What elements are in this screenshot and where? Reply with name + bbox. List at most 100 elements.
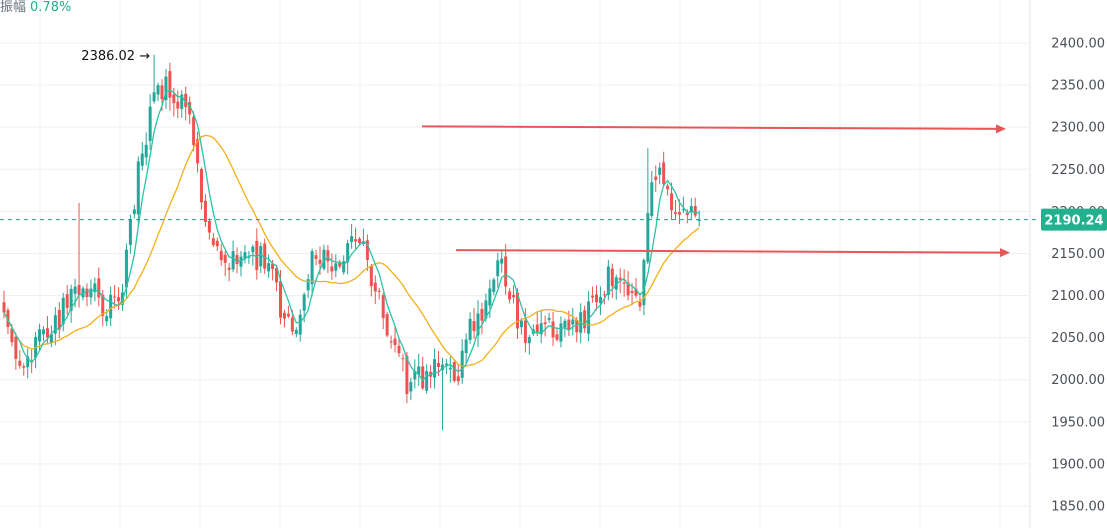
candle-body — [235, 254, 239, 265]
candle-body — [140, 153, 144, 166]
candle-body — [251, 246, 255, 253]
candle-body — [480, 308, 484, 321]
candle-body — [591, 295, 595, 298]
candle-body — [148, 106, 152, 141]
y-tick-label: 2100.00 — [1051, 289, 1105, 304]
y-tick-label: 1950.00 — [1051, 415, 1105, 430]
y-tick-label: 2350.00 — [1051, 79, 1105, 94]
candle-body — [160, 85, 164, 100]
y-tick-label: 2050.00 — [1051, 331, 1105, 346]
candle-body — [551, 321, 555, 338]
candle-body — [105, 316, 109, 322]
candle-body — [346, 243, 350, 263]
candle-body — [152, 92, 156, 102]
candle-body — [638, 301, 642, 307]
candle-body — [57, 309, 61, 330]
candle-body — [184, 93, 188, 108]
trend-arrow-head — [1000, 248, 1010, 258]
candle-body — [369, 265, 373, 287]
candle-body — [358, 238, 361, 243]
candle-body — [650, 182, 654, 216]
candle-body — [476, 313, 480, 336]
candle-body — [282, 312, 286, 319]
candle-body — [373, 282, 377, 292]
candle-body — [646, 213, 650, 262]
candle-body — [456, 376, 460, 382]
candle-body — [271, 263, 275, 270]
candle-body — [326, 250, 330, 262]
candle-body — [571, 319, 575, 325]
candle-body — [689, 206, 693, 213]
candle-body — [595, 294, 598, 303]
candle-body — [381, 295, 385, 318]
candle-body — [200, 169, 203, 203]
candle-body — [504, 256, 508, 287]
amplitude-value: 0.78% — [30, 0, 72, 15]
candle-body — [472, 321, 476, 332]
candle-body — [464, 339, 468, 354]
candle-body — [543, 322, 547, 325]
candle-body — [401, 358, 405, 360]
y-tick-label: 1900.00 — [1051, 457, 1105, 472]
candle-body — [385, 314, 389, 336]
candle-body — [73, 286, 77, 294]
candle-body — [255, 240, 259, 271]
price-axis: 2400.002350.002300.002250.002200.002150.… — [1051, 37, 1105, 515]
candle-body — [85, 288, 89, 298]
candle-body — [484, 300, 488, 319]
candle-body — [389, 341, 393, 343]
candle-body — [227, 267, 231, 270]
candle-body — [192, 116, 196, 145]
candle-body — [361, 241, 365, 244]
candle-body — [61, 297, 65, 325]
candle-body — [259, 246, 263, 267]
trend-arrow-line — [421, 125, 999, 130]
candle-body — [26, 356, 30, 368]
candle-body — [231, 251, 235, 270]
candle-body — [330, 266, 334, 272]
candle-body — [302, 294, 306, 311]
candle-body — [409, 382, 413, 392]
candle-body — [42, 329, 45, 335]
candle-body — [172, 94, 176, 104]
candle-body — [602, 294, 606, 296]
candle-body — [527, 337, 531, 344]
candle-body — [354, 239, 358, 242]
candle-body — [14, 336, 18, 359]
candle-body — [393, 338, 397, 345]
candle-body — [188, 101, 192, 115]
candle-body — [654, 176, 658, 180]
candle-body — [45, 328, 49, 338]
candle-body — [377, 290, 381, 292]
candle-body — [452, 362, 456, 381]
candle-body — [318, 259, 322, 264]
candle-body — [65, 294, 69, 308]
candle-body — [243, 252, 247, 259]
candle-body — [334, 263, 338, 271]
candle-body — [685, 212, 689, 215]
grid-lines — [0, 0, 1031, 528]
candle-body — [286, 313, 290, 317]
candle-body — [290, 317, 294, 332]
candle-body — [606, 266, 610, 295]
candle-body — [622, 282, 626, 284]
trend-arrows — [421, 124, 1010, 258]
candle-body — [677, 212, 681, 215]
candle-body — [666, 185, 670, 190]
candle-body — [342, 261, 346, 273]
candle-body — [488, 288, 492, 306]
y-tick-label: 2250.00 — [1051, 163, 1105, 178]
candle-body — [53, 315, 57, 334]
candle-body — [350, 236, 354, 243]
candle-body — [207, 220, 211, 233]
candle-body — [101, 294, 105, 317]
amplitude-readout: 振幅 0.78% — [0, 0, 71, 16]
candle-body — [626, 282, 630, 296]
candle-body — [338, 261, 342, 267]
candle-body — [693, 205, 697, 216]
candle-body — [523, 320, 527, 343]
trend-arrow-line — [455, 249, 1003, 254]
candle-body — [614, 277, 618, 290]
